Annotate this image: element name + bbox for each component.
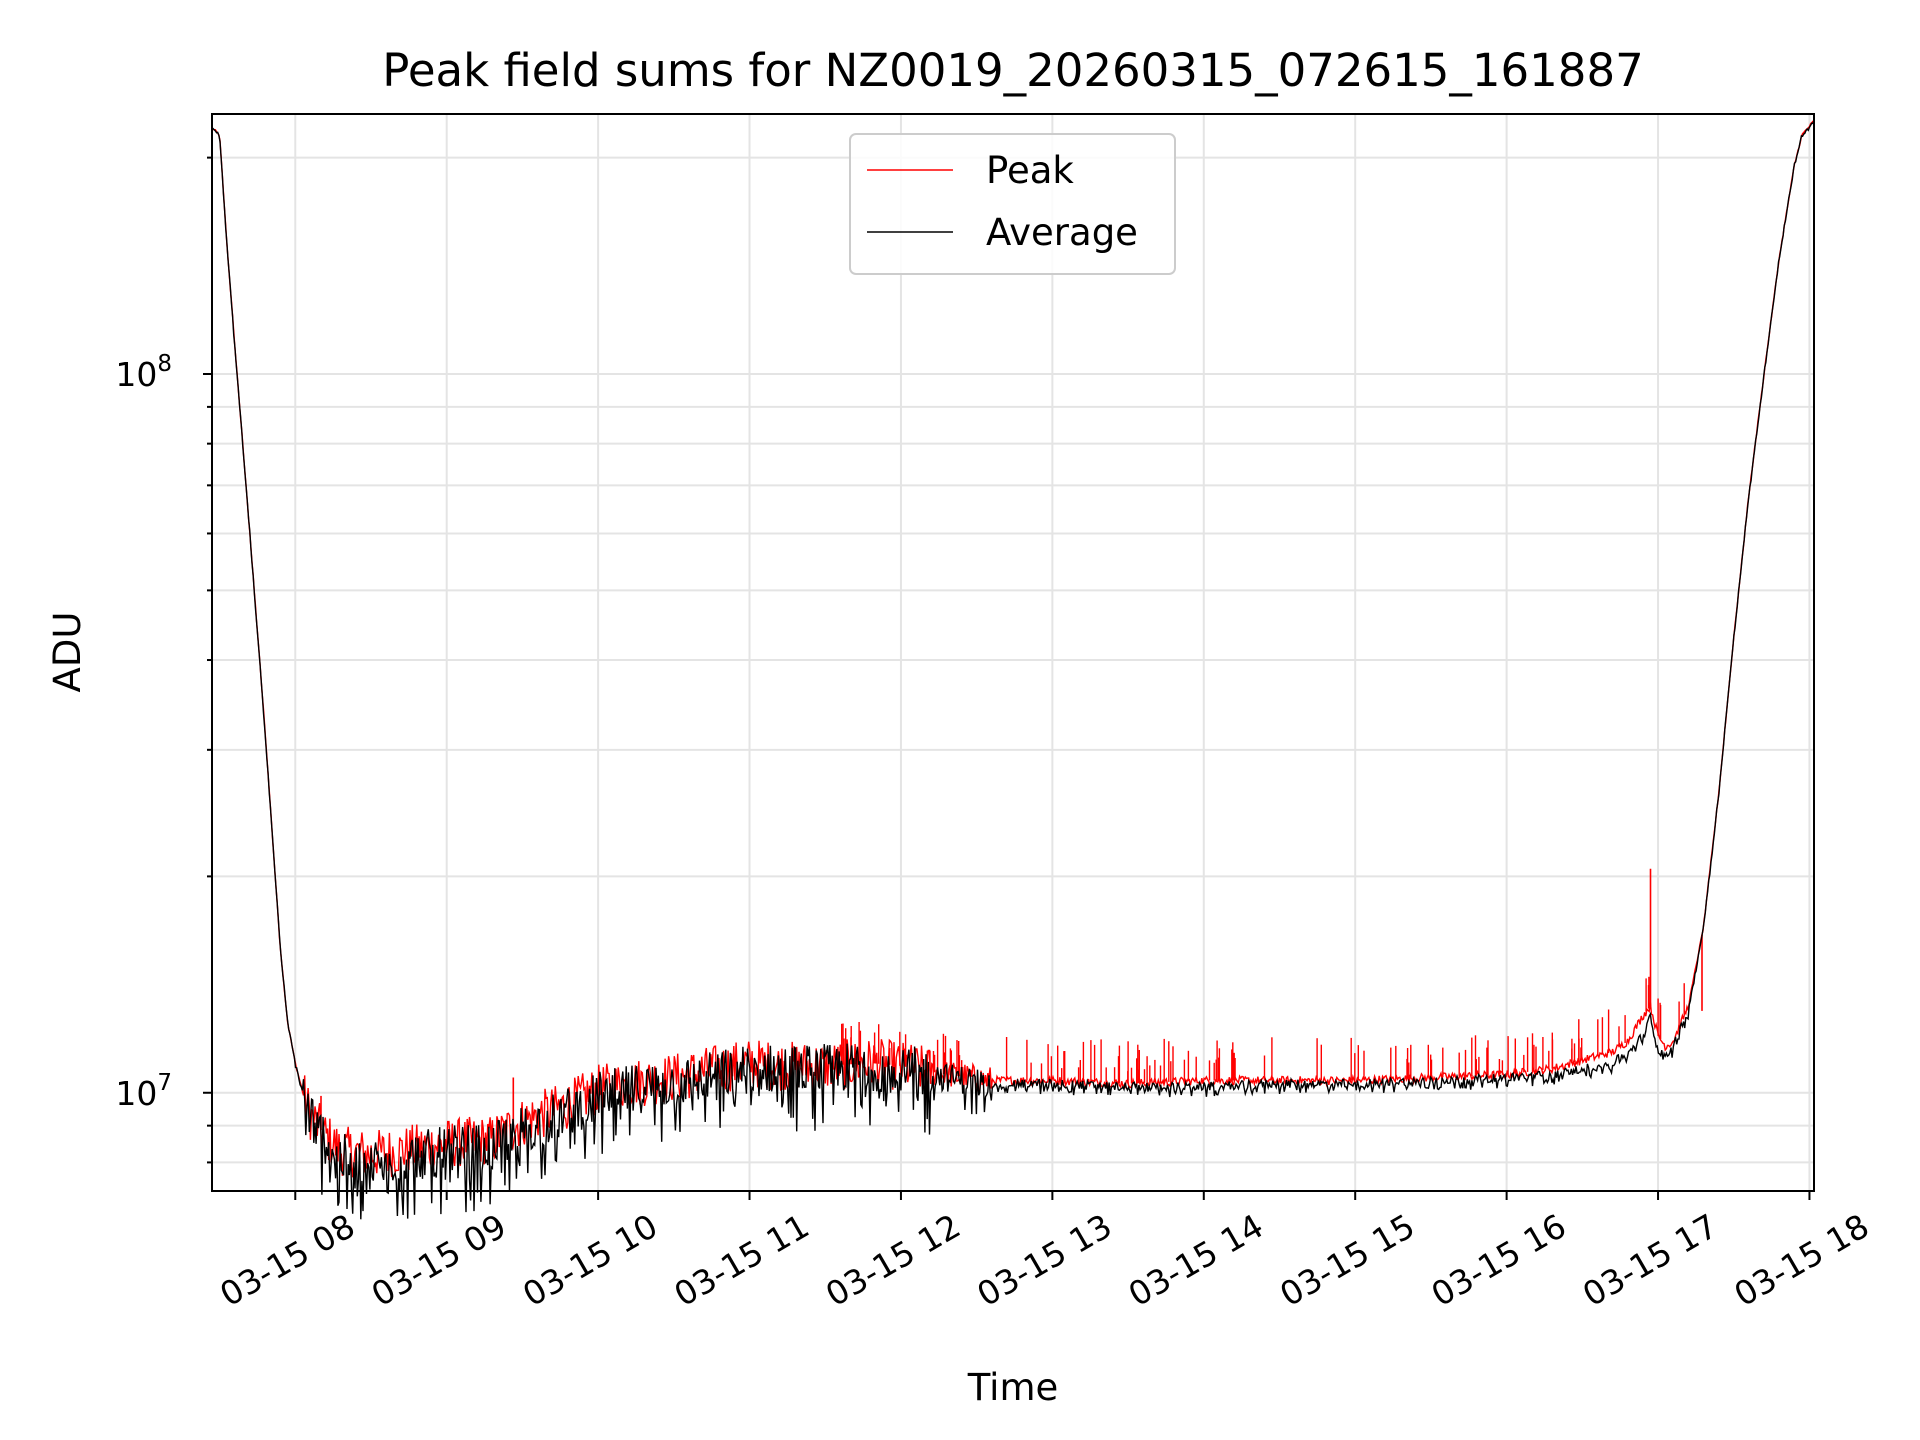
x-axis-label: Time — [967, 1366, 1059, 1409]
y-axis-label: ADU — [46, 612, 89, 693]
plot-frame — [211, 113, 1815, 1192]
series-lines — [211, 119, 1815, 1220]
series-line-average — [211, 120, 1815, 1220]
legend: Peak Average — [849, 133, 1176, 275]
legend-box — [849, 133, 1176, 275]
legend-label-average: Average — [986, 211, 1138, 254]
y-tick-label: 107 — [115, 1070, 172, 1113]
y-axis: 107 108 — [115, 156, 212, 1164]
y-tick-label: 108 — [115, 351, 172, 394]
chart-title: Peak field sums for NZ0019_20260315_0726… — [382, 44, 1643, 97]
legend-label-peak: Peak — [986, 149, 1074, 192]
grid — [212, 114, 1814, 1191]
